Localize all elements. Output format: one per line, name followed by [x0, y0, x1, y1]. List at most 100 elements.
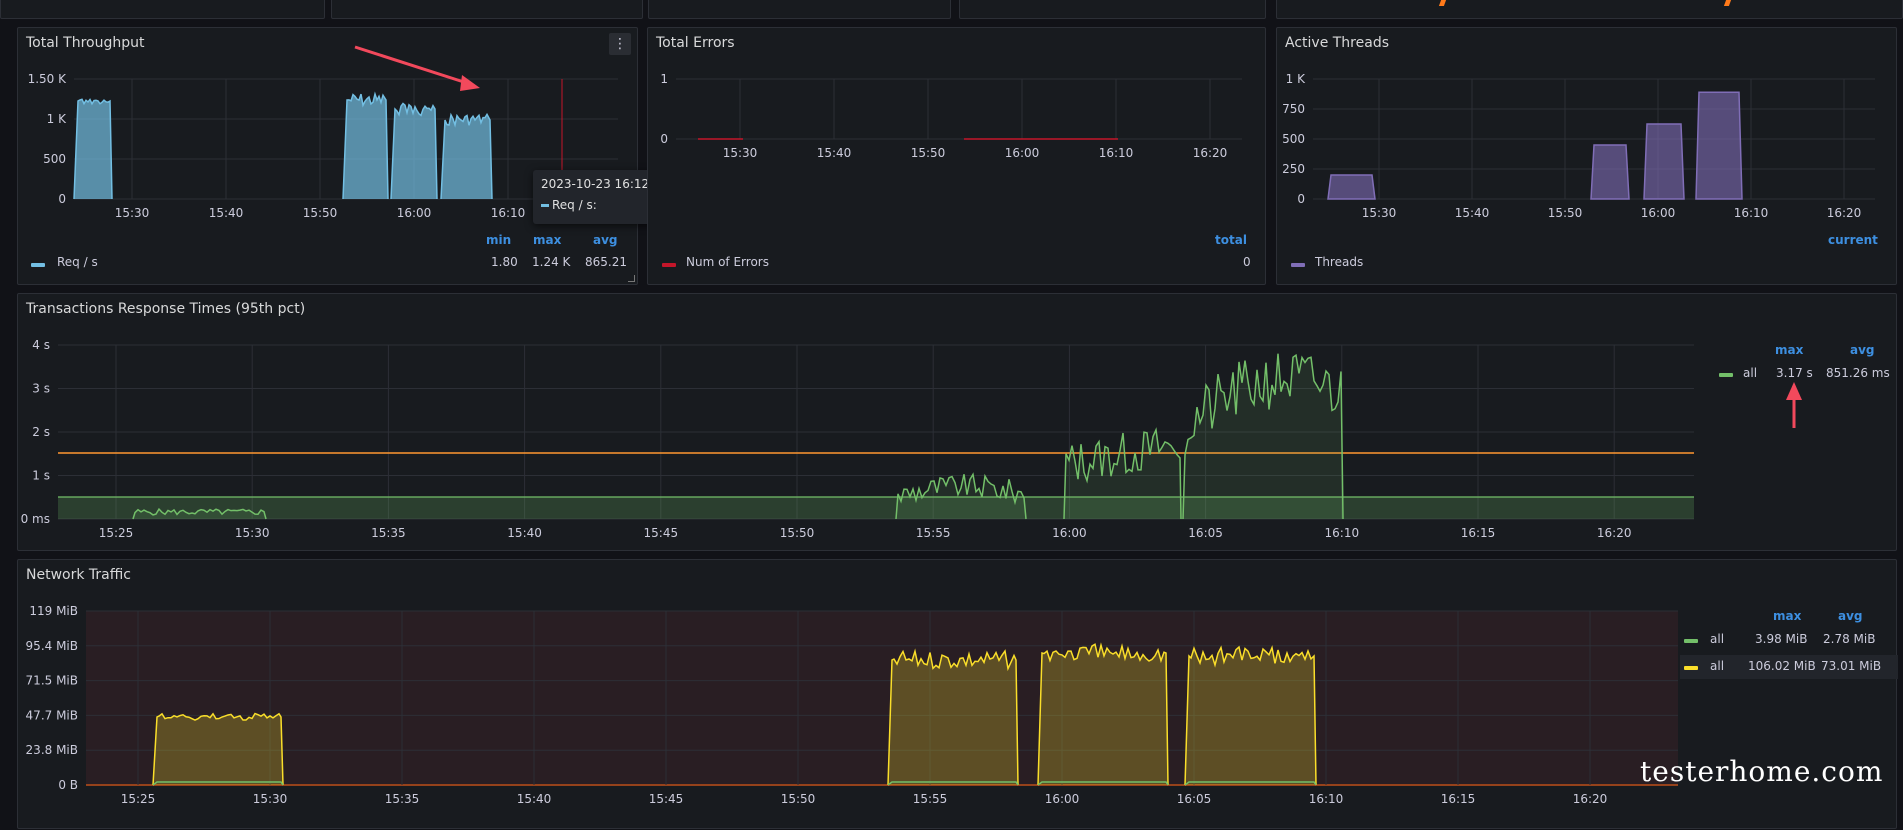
x-axis-ticks: 15:30 15:40 15:50 16:00 16:10 16:20: [723, 146, 1228, 160]
y-tick-label: 0: [1297, 192, 1305, 206]
legend-swatch: [1719, 373, 1733, 377]
errors-chart: 10 15:30 15:40 15:50 16:00 16:10 16:20: [660, 72, 1242, 160]
y-tick-label: 1 s: [32, 469, 50, 483]
legend-header-max: max: [533, 233, 562, 247]
panel-response-times[interactable]: Transactions Response Times (95th pct) 4…: [17, 293, 1897, 551]
chart-background: [86, 611, 1678, 786]
x-tick-label: 16:15: [1441, 792, 1476, 806]
x-axis-ticks: 15:30 15:40 15:50 16:00 16:10 16:20: [1362, 206, 1862, 220]
y-axis-ticks: 10: [660, 72, 668, 146]
panel-menu-button[interactable]: ⋮: [609, 33, 631, 55]
panel-title: Network Traffic: [26, 567, 131, 583]
threads-step-4: [1695, 91, 1743, 200]
x-tick-label: 15:50: [781, 792, 816, 806]
legend-swatch: [31, 263, 45, 267]
y-axis-ticks: 4 s 3 s 2 s 1 s 0 ms: [21, 338, 50, 526]
x-tick-label: 15:55: [913, 792, 948, 806]
response-series-1: [132, 507, 267, 520]
response-series-3: [1063, 427, 1182, 520]
response-series-3-fill: [1064, 429, 1181, 519]
x-tick-label: 15:40: [517, 792, 552, 806]
y-tick-label: 0: [660, 132, 668, 146]
x-tick-label: 15:50: [1548, 206, 1583, 220]
x-tick-label: 15:30: [723, 146, 758, 160]
legend-series-name-1[interactable]: all: [1710, 632, 1725, 646]
network-green-4: [1184, 781, 1317, 786]
response-series-2: [895, 472, 1027, 520]
legend-header-max: max: [1775, 343, 1804, 357]
watermark: testerhome.com: [1640, 755, 1884, 788]
tooltip-time: 2023-10-23 16:12:40: [541, 177, 669, 191]
chart-series: [132, 353, 1344, 520]
legend-header-avg: avg: [593, 233, 618, 247]
tooltip-swatch: [541, 204, 549, 207]
panel-title: Total Throughput: [26, 35, 145, 51]
network-yellow-3: [1037, 642, 1169, 786]
x-tick-label: 15:25: [99, 526, 134, 540]
top-panel-3: [648, 0, 951, 19]
x-tick-label: 16:20: [1193, 146, 1228, 160]
throughput-burst-1: [73, 98, 113, 200]
x-tick-label: 15:25: [121, 792, 156, 806]
throughput-burst-3: [390, 102, 438, 200]
chart-series: [152, 642, 1317, 786]
legend-header-avg: avg: [1850, 343, 1875, 357]
x-tick-label: 15:30: [115, 206, 150, 220]
x-tick-label: 16:05: [1177, 792, 1212, 806]
x-tick-label: 15:50: [303, 206, 338, 220]
panel-active-threads[interactable]: Active Threads 1 K 750 500 250 0 15:30 15:40 1…: [1276, 27, 1897, 285]
legend-row-2-highlight: [1680, 655, 1898, 679]
network-green-3: [1037, 781, 1169, 786]
x-tick-label: 15:50: [780, 526, 815, 540]
y-tick-label: 500: [1282, 132, 1305, 146]
threads-step-2: [1590, 144, 1630, 200]
throughput-burst-1-fill: [74, 99, 112, 199]
threads-step-1: [1327, 174, 1376, 200]
x-axis-ticks: 15:30 15:40 15:50 16:00 16:10: [115, 206, 526, 220]
y-tick-label: 71.5 MiB: [26, 674, 78, 688]
threshold-red-area: [86, 611, 1678, 785]
x-tick-label: 16:10: [1309, 792, 1344, 806]
top-panel-1: [0, 0, 325, 19]
response-chart: 4 s3 s2 s1 s0 ms 15:25 15:30 15:35 15:40 15:…: [21, 338, 1694, 540]
x-tick-label: 15:50: [911, 146, 946, 160]
legend-series-name[interactable]: Num of Errors: [686, 255, 769, 269]
x-axis-ticks: 15:25 15:30 15:35 15:40 15:45 15:50 15:55 16:00…: [121, 792, 1608, 806]
y-tick-label: 1 K: [1286, 72, 1306, 86]
threshold-green-band: [58, 497, 1694, 519]
y-tick-label: 250: [1282, 162, 1305, 176]
x-tick-label: 15:55: [916, 526, 951, 540]
x-tick-label: 15:35: [385, 792, 420, 806]
legend-avg-value-1: 2.78 MiB: [1823, 632, 1876, 646]
legend-total-value: 0: [1243, 255, 1251, 269]
resize-handle[interactable]: [628, 275, 635, 282]
panel-network-traffic[interactable]: Network Traffic 119 MiB 95.4 MiB 71.5 MiB 4…: [17, 559, 1898, 829]
legend-avg-value: 851.26 ms: [1826, 366, 1890, 380]
legend-swatch: [662, 263, 676, 267]
x-tick-label: 16:15: [1461, 526, 1496, 540]
x-tick-label: 15:30: [235, 526, 270, 540]
network-yellow-4: [1184, 645, 1317, 786]
throughput-chart: 1.50 K 1 K 500 0 15:30 15:40 15:50 16:00 16:10: [28, 72, 618, 220]
network-chart: 119 MiB 95.4 MiB 71.5 MiB 47.7 MiB 23.8 MiB 0…: [26, 604, 1678, 806]
x-tick-label: 16:10: [1099, 146, 1134, 160]
legend-series-name[interactable]: Req / s: [57, 255, 98, 269]
x-tick-label: 16:05: [1188, 526, 1223, 540]
y-axis-ticks: 1.50 K 1 K 500 0: [28, 72, 68, 206]
legend-series-name-2[interactable]: all: [1710, 659, 1725, 673]
legend-swatch-2: [1684, 666, 1698, 670]
network-yellow-2-fill: [888, 651, 1018, 785]
y-tick-label: 0 B: [58, 778, 78, 792]
threshold-bands: [58, 452, 1694, 519]
legend-swatch-1: [1684, 639, 1698, 643]
x-tick-label: 16:00: [1052, 526, 1087, 540]
legend-series-name[interactable]: Threads: [1315, 255, 1364, 269]
y-axis-ticks: 1 K 750 500 250 0: [1282, 72, 1306, 206]
x-tick-label: 16:20: [1573, 792, 1608, 806]
x-tick-label: 16:10: [491, 206, 526, 220]
legend-series-name[interactable]: all: [1743, 366, 1758, 380]
y-tick-label: 0 ms: [21, 512, 50, 526]
